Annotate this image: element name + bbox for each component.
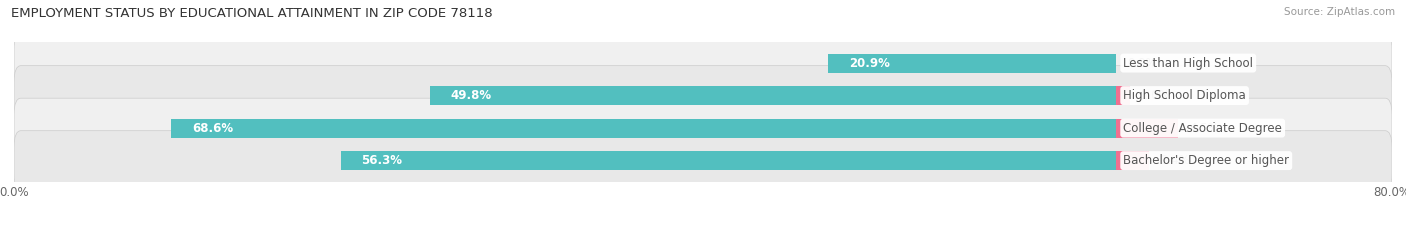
Bar xyxy=(1116,119,1178,137)
Text: Less than High School: Less than High School xyxy=(1123,57,1253,70)
Text: 20.9%: 20.9% xyxy=(849,57,890,70)
FancyBboxPatch shape xyxy=(14,98,1392,158)
Text: EMPLOYMENT STATUS BY EDUCATIONAL ATTAINMENT IN ZIP CODE 78118: EMPLOYMENT STATUS BY EDUCATIONAL ATTAINM… xyxy=(11,7,494,20)
Bar xyxy=(828,54,1116,72)
Text: 0.0%: 0.0% xyxy=(1128,57,1157,70)
Bar xyxy=(1116,151,1150,170)
Text: 49.8%: 49.8% xyxy=(451,89,492,102)
FancyBboxPatch shape xyxy=(14,131,1392,191)
Bar xyxy=(430,86,1116,105)
FancyBboxPatch shape xyxy=(14,66,1392,126)
Bar xyxy=(1116,86,1130,105)
Text: 4.5%: 4.5% xyxy=(1189,122,1219,135)
Text: Source: ZipAtlas.com: Source: ZipAtlas.com xyxy=(1284,7,1395,17)
Text: 2.4%: 2.4% xyxy=(1160,154,1191,167)
Bar xyxy=(340,151,1116,170)
Text: 56.3%: 56.3% xyxy=(361,154,402,167)
Text: Bachelor's Degree or higher: Bachelor's Degree or higher xyxy=(1123,154,1289,167)
Text: College / Associate Degree: College / Associate Degree xyxy=(1123,122,1282,135)
Text: 1.0%: 1.0% xyxy=(1142,89,1171,102)
Bar xyxy=(172,119,1116,137)
Text: High School Diploma: High School Diploma xyxy=(1123,89,1246,102)
Text: 68.6%: 68.6% xyxy=(191,122,233,135)
FancyBboxPatch shape xyxy=(14,33,1392,93)
